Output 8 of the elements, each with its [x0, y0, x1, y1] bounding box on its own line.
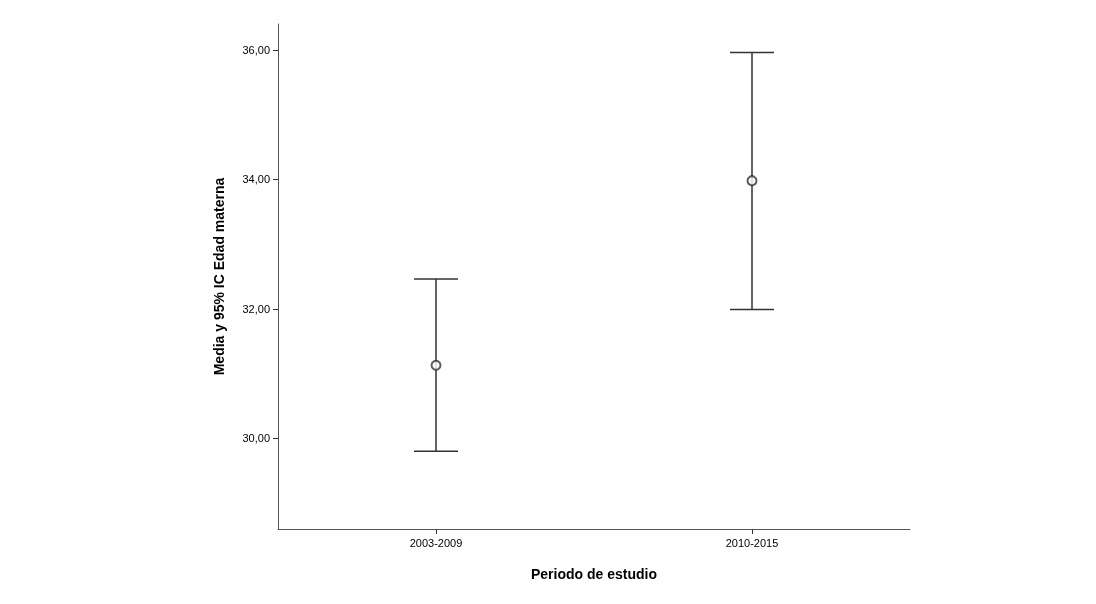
x-axis-title: Periodo de estudio	[530, 566, 658, 582]
y-tick-label: 36,00	[242, 43, 270, 56]
x-tick-label: 2003-2009	[409, 536, 463, 549]
x-tick-label: 2010-2015	[725, 536, 779, 549]
y-tick-label: 30,00	[242, 432, 270, 445]
y-tick-label: 34,00	[242, 173, 270, 186]
y-tick-label: 32,00	[242, 302, 270, 315]
y-axis-title: Media y 95% IC Edad materna	[211, 177, 227, 376]
